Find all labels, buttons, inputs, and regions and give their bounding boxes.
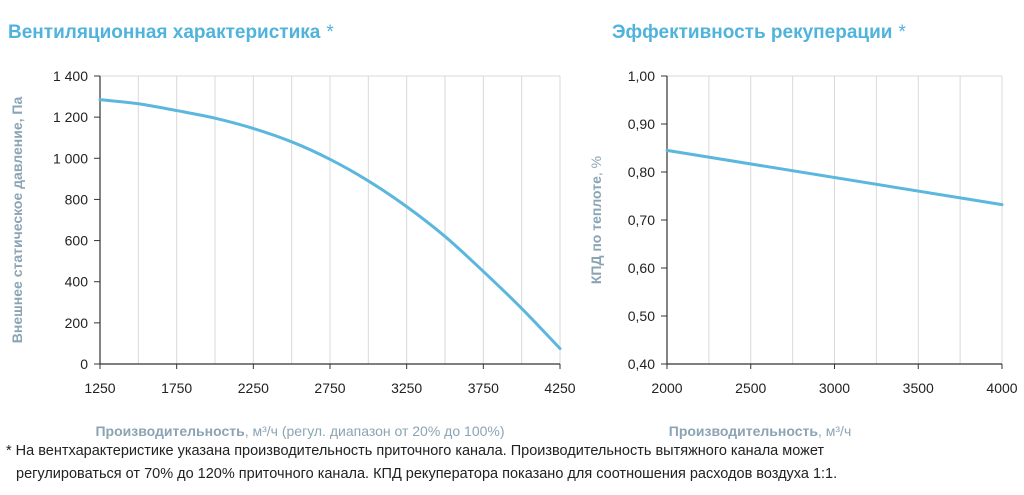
right-y-axis-label: КПД по теплоте, % [588, 156, 604, 284]
right-chart-title: Эффективность рекуперации * [612, 22, 906, 44]
right-chart-title-text: Эффективность рекуперации [612, 22, 893, 43]
right-x-tick-label: 2500 [735, 380, 766, 396]
left-series-line [98, 98, 562, 351]
footnote: * На вентхарактеристике указана производ… [6, 440, 1016, 486]
left-title-asterisk: * [326, 22, 334, 43]
right-y-tick-label: 1,00 [628, 68, 655, 84]
left-x-tick-label: 1750 [161, 380, 192, 396]
right-x-tick-label: 3500 [903, 380, 934, 396]
right-x-axis-label-main: Производительность [669, 423, 819, 439]
left-x-tick-label: 3750 [468, 380, 499, 396]
left-y-tick-label: 800 [65, 191, 89, 207]
right-y-axis-label-unit: , % [588, 156, 604, 176]
footnote-line-2: регулироваться от 70% до 120% приточного… [16, 466, 838, 482]
right-series-line [665, 148, 1004, 207]
left-chart-title: Вентиляционная характеристика * [8, 22, 334, 44]
right-x-axis-label-unit: , м³/ч [818, 423, 851, 439]
left-y-tick-label: 1 400 [53, 68, 88, 84]
left-x-axis-label-main: Производительность [95, 423, 245, 439]
left-x-tick-label: 2250 [238, 380, 269, 396]
left-y-tick-label: 0 [80, 356, 88, 372]
left-y-tick-label: 1 200 [53, 109, 88, 125]
right-x-axis-label: Производительность, м³/ч [669, 423, 851, 439]
left-chart-title-text: Вентиляционная характеристика [8, 22, 321, 43]
left-x-tick-label: 1250 [84, 380, 115, 396]
left-y-axis-label: Внешнее статическое давление, Па [9, 97, 25, 344]
right-y-tick-label: 0,90 [628, 116, 655, 132]
left-chart: 0 200 400 600 800 1 000 1 200 1 400 1250 1750 2250… [9, 68, 576, 439]
right-y-tick-label: 0,60 [628, 260, 655, 276]
left-y-tick-label: 200 [65, 315, 89, 331]
left-x-axis-label-unit: , м³/ч (регул. диапазон от 20% до 100%) [245, 423, 505, 439]
right-x-tick-label: 2000 [651, 380, 682, 396]
footnote-line-1: * На вентхарактеристике указана производ… [6, 443, 825, 459]
left-y-tick-label: 400 [65, 274, 89, 290]
left-x-tick-label: 4250 [544, 380, 575, 396]
right-y-tick-label: 0,40 [628, 356, 655, 372]
right-title-asterisk: * [898, 22, 906, 43]
right-y-tick-label: 0,50 [628, 308, 655, 324]
right-y-tick-label: 0,70 [628, 212, 655, 228]
left-x-tick-label: 3250 [391, 380, 422, 396]
left-y-tick-label: 1 000 [53, 150, 88, 166]
left-x-axis-label: Производительность, м³/ч (регул. диапазо… [95, 423, 504, 439]
right-y-tick-label: 0,80 [628, 164, 655, 180]
left-y-tick-label: 600 [65, 233, 89, 249]
right-x-tick-label: 3000 [819, 380, 850, 396]
left-x-tick-label: 2750 [314, 380, 345, 396]
right-chart: 0,40 0,50 0,60 0,70 0,80 0,90 1,00 2000 2500 3000… [588, 68, 1018, 439]
right-y-axis-label-main: КПД по теплоте [588, 176, 604, 284]
right-x-tick-label: 4000 [986, 380, 1017, 396]
